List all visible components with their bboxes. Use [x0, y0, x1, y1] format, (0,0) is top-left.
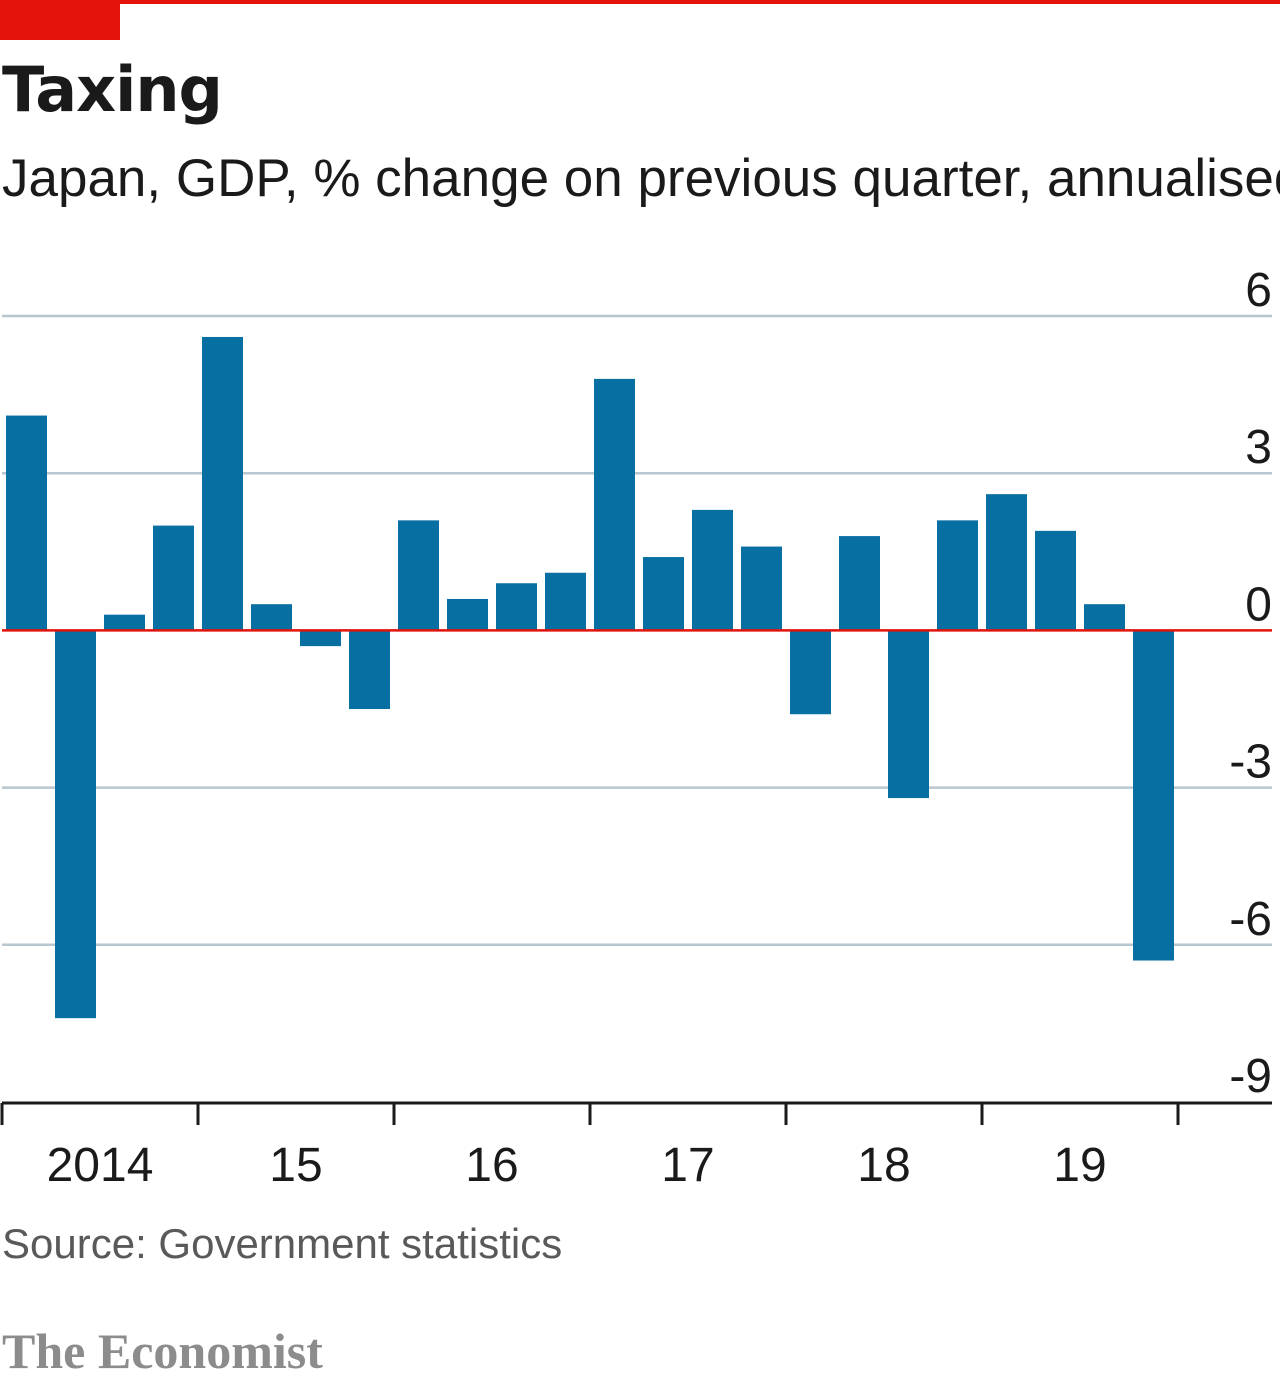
y-tick-label: -6	[1229, 893, 1272, 946]
bar	[1133, 630, 1174, 961]
bar	[55, 630, 96, 1019]
bar	[251, 604, 292, 631]
bar	[986, 494, 1027, 631]
bars	[6, 336, 1174, 1019]
bar	[1084, 604, 1125, 631]
bar	[447, 598, 488, 631]
bar	[741, 546, 782, 631]
publication-logo: The Economist	[2, 1323, 323, 1379]
bar	[349, 630, 390, 709]
y-axis-labels: 6 3 0 -3 -6 -9	[1229, 264, 1272, 1103]
bar	[643, 557, 684, 631]
bar	[300, 630, 341, 647]
bar	[6, 415, 47, 631]
x-axis-labels: 2014 15 16 17 18 19	[47, 1139, 1107, 1192]
x-tick-label: 18	[857, 1139, 910, 1192]
y-tick-label: 6	[1245, 264, 1272, 317]
top-accent-rule	[0, 0, 1280, 4]
x-tick-label: 17	[661, 1139, 714, 1192]
chart-title: Taxing	[2, 53, 223, 126]
source-note: Source: Government statistics	[2, 1220, 563, 1267]
bar	[104, 614, 145, 631]
x-tick-label: 19	[1053, 1139, 1106, 1192]
x-tick-label: 2014	[47, 1139, 154, 1192]
x-tick-label: 15	[269, 1139, 322, 1192]
bar	[398, 520, 439, 631]
bar	[545, 572, 586, 631]
bar-chart: 6 3 0 -3 -6 -9 2014 15 16 17 18 19	[0, 264, 1272, 1192]
bar	[888, 630, 929, 799]
top-accent-tag	[0, 0, 120, 40]
chart-subtitle: Japan, GDP, % change on previous quarter…	[2, 149, 1280, 208]
y-tick-label: -9	[1229, 1050, 1272, 1103]
x-axis	[0, 1101, 1272, 1125]
bar	[496, 583, 537, 631]
bar	[839, 536, 880, 631]
y-tick-label: 3	[1245, 421, 1272, 474]
bar	[692, 509, 733, 631]
x-tick-label: 16	[465, 1139, 518, 1192]
bar	[594, 378, 635, 631]
y-tick-label: 0	[1245, 578, 1272, 631]
bar	[202, 336, 243, 631]
bar	[153, 525, 194, 631]
bar	[937, 520, 978, 631]
bar	[1035, 530, 1076, 631]
y-tick-label: -3	[1229, 736, 1272, 789]
bar	[790, 630, 831, 715]
